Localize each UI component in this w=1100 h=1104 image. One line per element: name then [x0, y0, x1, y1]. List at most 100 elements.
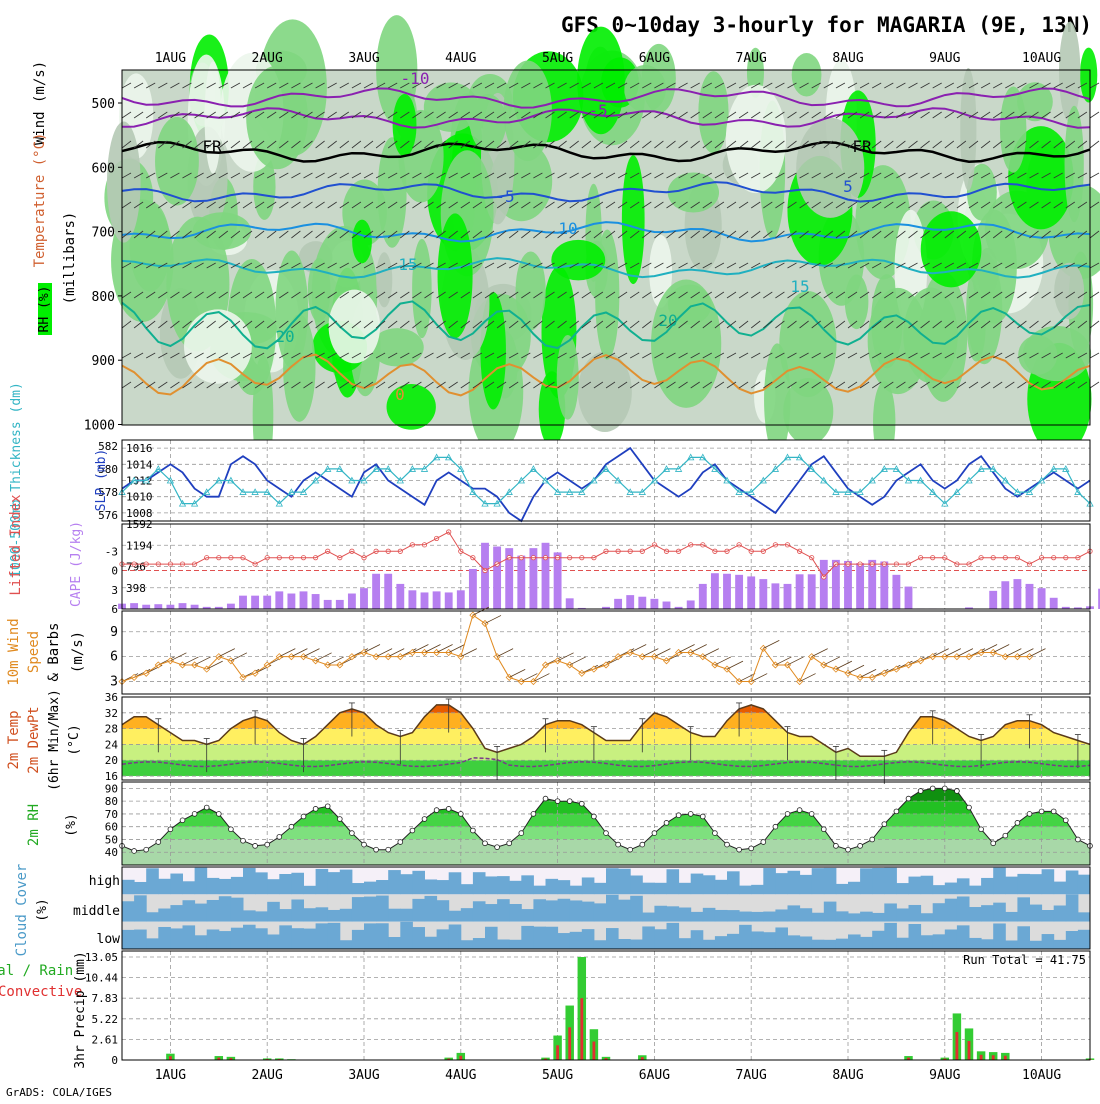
cloud-cover-bar [703, 940, 716, 949]
cloud-cover-bar [170, 874, 183, 895]
cape-bar [396, 584, 404, 609]
cloud-cover-bar [969, 938, 982, 949]
rh-contour-fill [438, 213, 473, 338]
contour-label: -5 [588, 101, 607, 120]
cloud-cover-bar [1005, 940, 1018, 949]
cape-bar [179, 603, 187, 609]
cloud-cover-bar [957, 878, 970, 894]
wind-tick-label: 9 [110, 625, 118, 640]
rh-point [313, 806, 318, 811]
cloud-cover-bar [788, 935, 801, 949]
rh-contour-fill [352, 220, 372, 264]
top-date-label: 6AUG [639, 51, 670, 66]
cloud-cover-bar [1066, 931, 1079, 949]
cloud-cover-bar [848, 934, 861, 949]
cloud-cover-bar [896, 883, 909, 894]
precip-unit-label: 3hr Precip (mm) [73, 951, 88, 1068]
rh-contour-fill [796, 118, 864, 218]
precip-convective-bar [459, 1056, 462, 1060]
cloud-cover-bar [485, 927, 498, 949]
cloud-cover-bar [618, 869, 631, 895]
cloud-cover-bar [594, 903, 607, 921]
slp-tick-label: 1014 [126, 458, 153, 471]
cape-bar [336, 600, 344, 609]
cloud-cover-bar [921, 876, 934, 895]
rh-point [471, 828, 476, 833]
cloud-cover-bar [219, 931, 232, 949]
cloud-cover-bar [800, 908, 813, 921]
upper-wind-barb [1090, 382, 1099, 388]
cloud-cover-bar [812, 940, 825, 949]
cloud-cover-bar [437, 880, 450, 894]
precip-tick-label: 2.61 [92, 1033, 119, 1046]
cape-bar [251, 596, 259, 609]
rh-contour-fill [551, 240, 605, 280]
cloud-cover-bar [291, 899, 304, 921]
cape-bar [275, 591, 283, 609]
rh-contour-fill [1080, 48, 1097, 103]
cloud-cover-bar [570, 886, 583, 895]
rh-point [918, 789, 923, 794]
cloud-cover-bar [630, 875, 643, 894]
cloud-cover-bar [521, 909, 534, 922]
rh-point [229, 827, 234, 832]
cloud-cover-bar [606, 868, 619, 894]
cloud-cover-bar [642, 926, 655, 949]
precip-convective-bar [592, 1042, 595, 1060]
cloud-cover-bar [933, 934, 946, 949]
rh-point [725, 842, 730, 847]
cape-bar [445, 592, 453, 609]
lifted-axis-label: Lifted Index [8, 494, 24, 595]
cloud-cover-bar [183, 881, 196, 894]
cloud-cover-bar [1042, 910, 1055, 922]
cloud-cover-bar [727, 871, 740, 894]
footer-credit: GrADS: COLA/IGES [6, 1086, 112, 1099]
cloud-cover-bar [993, 903, 1006, 922]
cloud-cover-bar [267, 934, 280, 949]
rh-tick-label: 80 [105, 795, 118, 808]
cape-bar [263, 596, 271, 609]
lifted-tick-label: -3 [105, 545, 118, 558]
cloud-cover-bar [376, 896, 389, 922]
slp-tick-label: 1010 [126, 491, 153, 504]
pressure-axis-label: (millibars) [62, 212, 78, 305]
cape-bar [469, 569, 477, 609]
cloud-cover-bar [158, 927, 171, 949]
cloud-cover-bar [183, 925, 196, 949]
cloud-cover-bar [933, 885, 946, 894]
rh-point [241, 838, 246, 843]
cloud-cover-bar [570, 900, 583, 921]
cloud-cover-bar [328, 923, 341, 949]
rh-point [543, 796, 548, 801]
rh-point [289, 824, 294, 829]
cloud-cover-bar [957, 896, 970, 921]
cloud-cover-bar [533, 927, 546, 949]
cloud-cover-bar [158, 879, 171, 895]
cloud-cover-bar [243, 925, 256, 949]
cloud-cover-bar [751, 885, 764, 894]
rh-tick-label: 60 [105, 821, 118, 834]
run-total-label: Run Total = 41.75 [963, 953, 1086, 967]
cloud-cover-bar [909, 877, 922, 895]
cape-bar [493, 547, 501, 609]
cloud-cover-bar [279, 874, 292, 894]
cloud-cover-bar [134, 882, 147, 894]
cape-bar [566, 598, 574, 609]
rh-contour-fill [376, 252, 392, 307]
rh-point [458, 812, 463, 817]
top-date-label: 1AUG [155, 51, 186, 66]
cloud-cover-bar [594, 883, 607, 894]
cloud-cover-bar [412, 927, 425, 949]
cape-bar [421, 592, 429, 609]
top-date-label: 2AUG [252, 51, 283, 66]
cloud-cover-bar [364, 882, 377, 895]
cape-bar [796, 574, 804, 609]
cloud-cover-bar [352, 930, 365, 949]
cape-bar [711, 573, 719, 609]
cloud-cover-bar [751, 931, 764, 949]
cloud-cover-bar [618, 900, 631, 922]
upper-wind-barb [1090, 173, 1099, 178]
cloud-unit-label: (%) [35, 898, 50, 921]
rh-contour-fill [387, 384, 436, 430]
cloud-cover-bar [715, 880, 728, 895]
